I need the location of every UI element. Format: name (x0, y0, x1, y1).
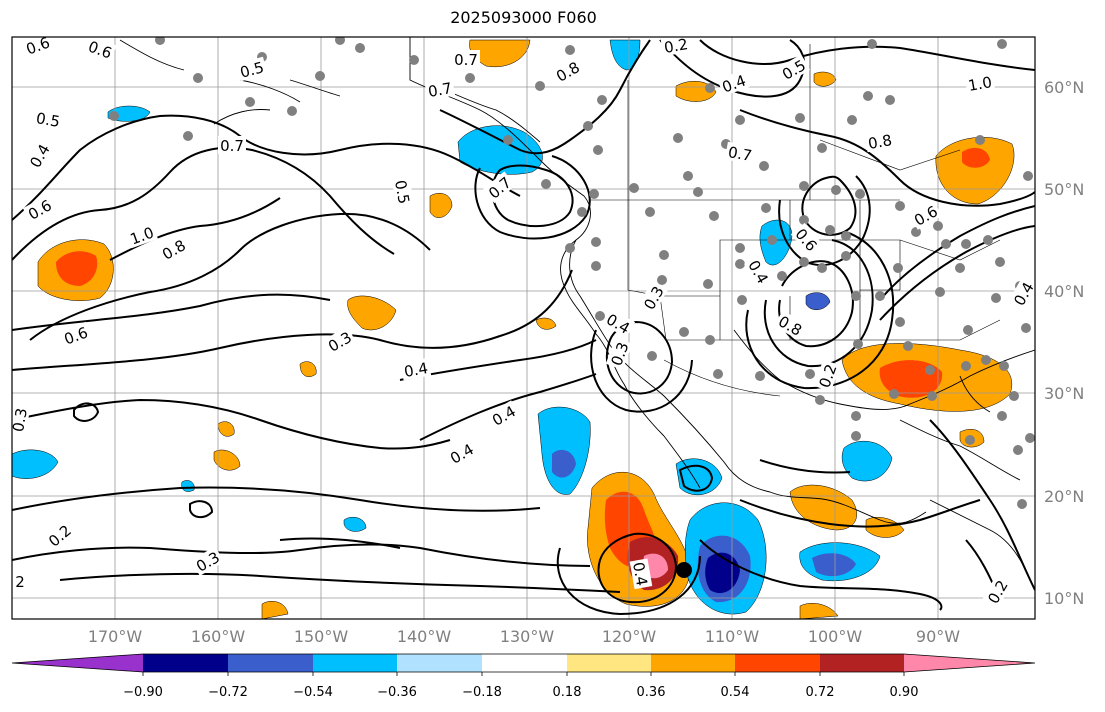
lat-label: 10°N (1044, 589, 1084, 608)
lon-label: 130°W (500, 627, 555, 646)
contour-labels: 0.6 0.6 0.5 0.7 0.7 0.8 0.2 0.5 0.4 1.0 … (9, 35, 1035, 609)
map-title: 2025093000 F060 (450, 8, 597, 27)
contour-label: 0.4 (403, 359, 430, 381)
lat-label: 20°N (1044, 487, 1084, 506)
map-frame (11, 36, 1036, 620)
colorbar-tick-label: 0.72 (806, 685, 835, 700)
colorbar-swatch (143, 654, 228, 672)
colorbar-swatch (567, 654, 651, 672)
station-dots (109, 37, 1035, 509)
colorbar-tick-label: 0.54 (721, 685, 750, 700)
contour-label: 2 (15, 573, 25, 591)
contour-label: 0.5 (35, 109, 62, 131)
contour-label: 0.2 (663, 35, 690, 57)
colorbar-swatch (12, 654, 143, 672)
lon-label: 160°W (191, 627, 246, 646)
lon-label: 100°W (808, 627, 863, 646)
longitude-labels: 170°W 160°W 150°W 140°W 130°W 120°W 110°… (88, 627, 960, 646)
colorbar-tick-label: 0.90 (890, 685, 919, 700)
contour-label: 0.7 (427, 79, 454, 101)
colorbar-swatch (820, 654, 904, 672)
contour-label: 0.7 (220, 137, 244, 155)
colorbar-swatch (904, 654, 1035, 672)
lat-label: 30°N (1044, 384, 1084, 403)
colorbar-tick-label: 0.36 (637, 685, 666, 700)
contour-label: 0.7 (454, 51, 478, 69)
colorbar-tick-label: −0.18 (462, 685, 502, 700)
contour-label: 0.7 (727, 143, 754, 165)
lon-label: 120°W (602, 627, 657, 646)
contour-label: 0.3 (9, 407, 31, 434)
colorbar-swatch (228, 654, 313, 672)
contour-label: 1.0 (967, 73, 994, 95)
storm-center-marker (676, 562, 692, 578)
contour-label: 0.5 (391, 179, 413, 206)
lon-label: 110°W (705, 627, 760, 646)
colorbar-swatch (651, 654, 735, 672)
contour-label: 0.4 (629, 561, 651, 588)
lon-label: 170°W (88, 627, 143, 646)
lon-label: 140°W (397, 627, 452, 646)
colorbar-swatch (397, 654, 482, 672)
colorbar-tick-label: −0.72 (208, 685, 248, 700)
colorbar-swatch (735, 654, 820, 672)
contour-label: 0.5 (238, 58, 266, 82)
colorbar: −0.90 −0.72 −0.54 −0.36 −0.18 0.18 0.36 0.54 0.7… (11, 653, 1036, 700)
colorbar-tick-label: −0.36 (377, 685, 417, 700)
lon-label: 150°W (294, 627, 349, 646)
lat-label: 60°N (1044, 78, 1084, 97)
colorbar-tick-label: −0.54 (293, 685, 333, 700)
colorbar-swatch (313, 654, 397, 672)
anomaly-shading (12, 39, 1015, 619)
colorbar-tick-label: 0.18 (553, 685, 582, 700)
colorbar-tick-label: −0.90 (123, 685, 163, 700)
colorbar-swatch (482, 654, 567, 672)
lat-label: 50°N (1044, 180, 1084, 199)
latitude-labels: 60°N 50°N 40°N 30°N 20°N 10°N (1044, 78, 1084, 608)
contour-label: 0.8 (867, 131, 894, 153)
lon-label: 90°W (916, 627, 960, 646)
contour-lines (12, 39, 1035, 616)
lat-label: 40°N (1044, 282, 1084, 301)
